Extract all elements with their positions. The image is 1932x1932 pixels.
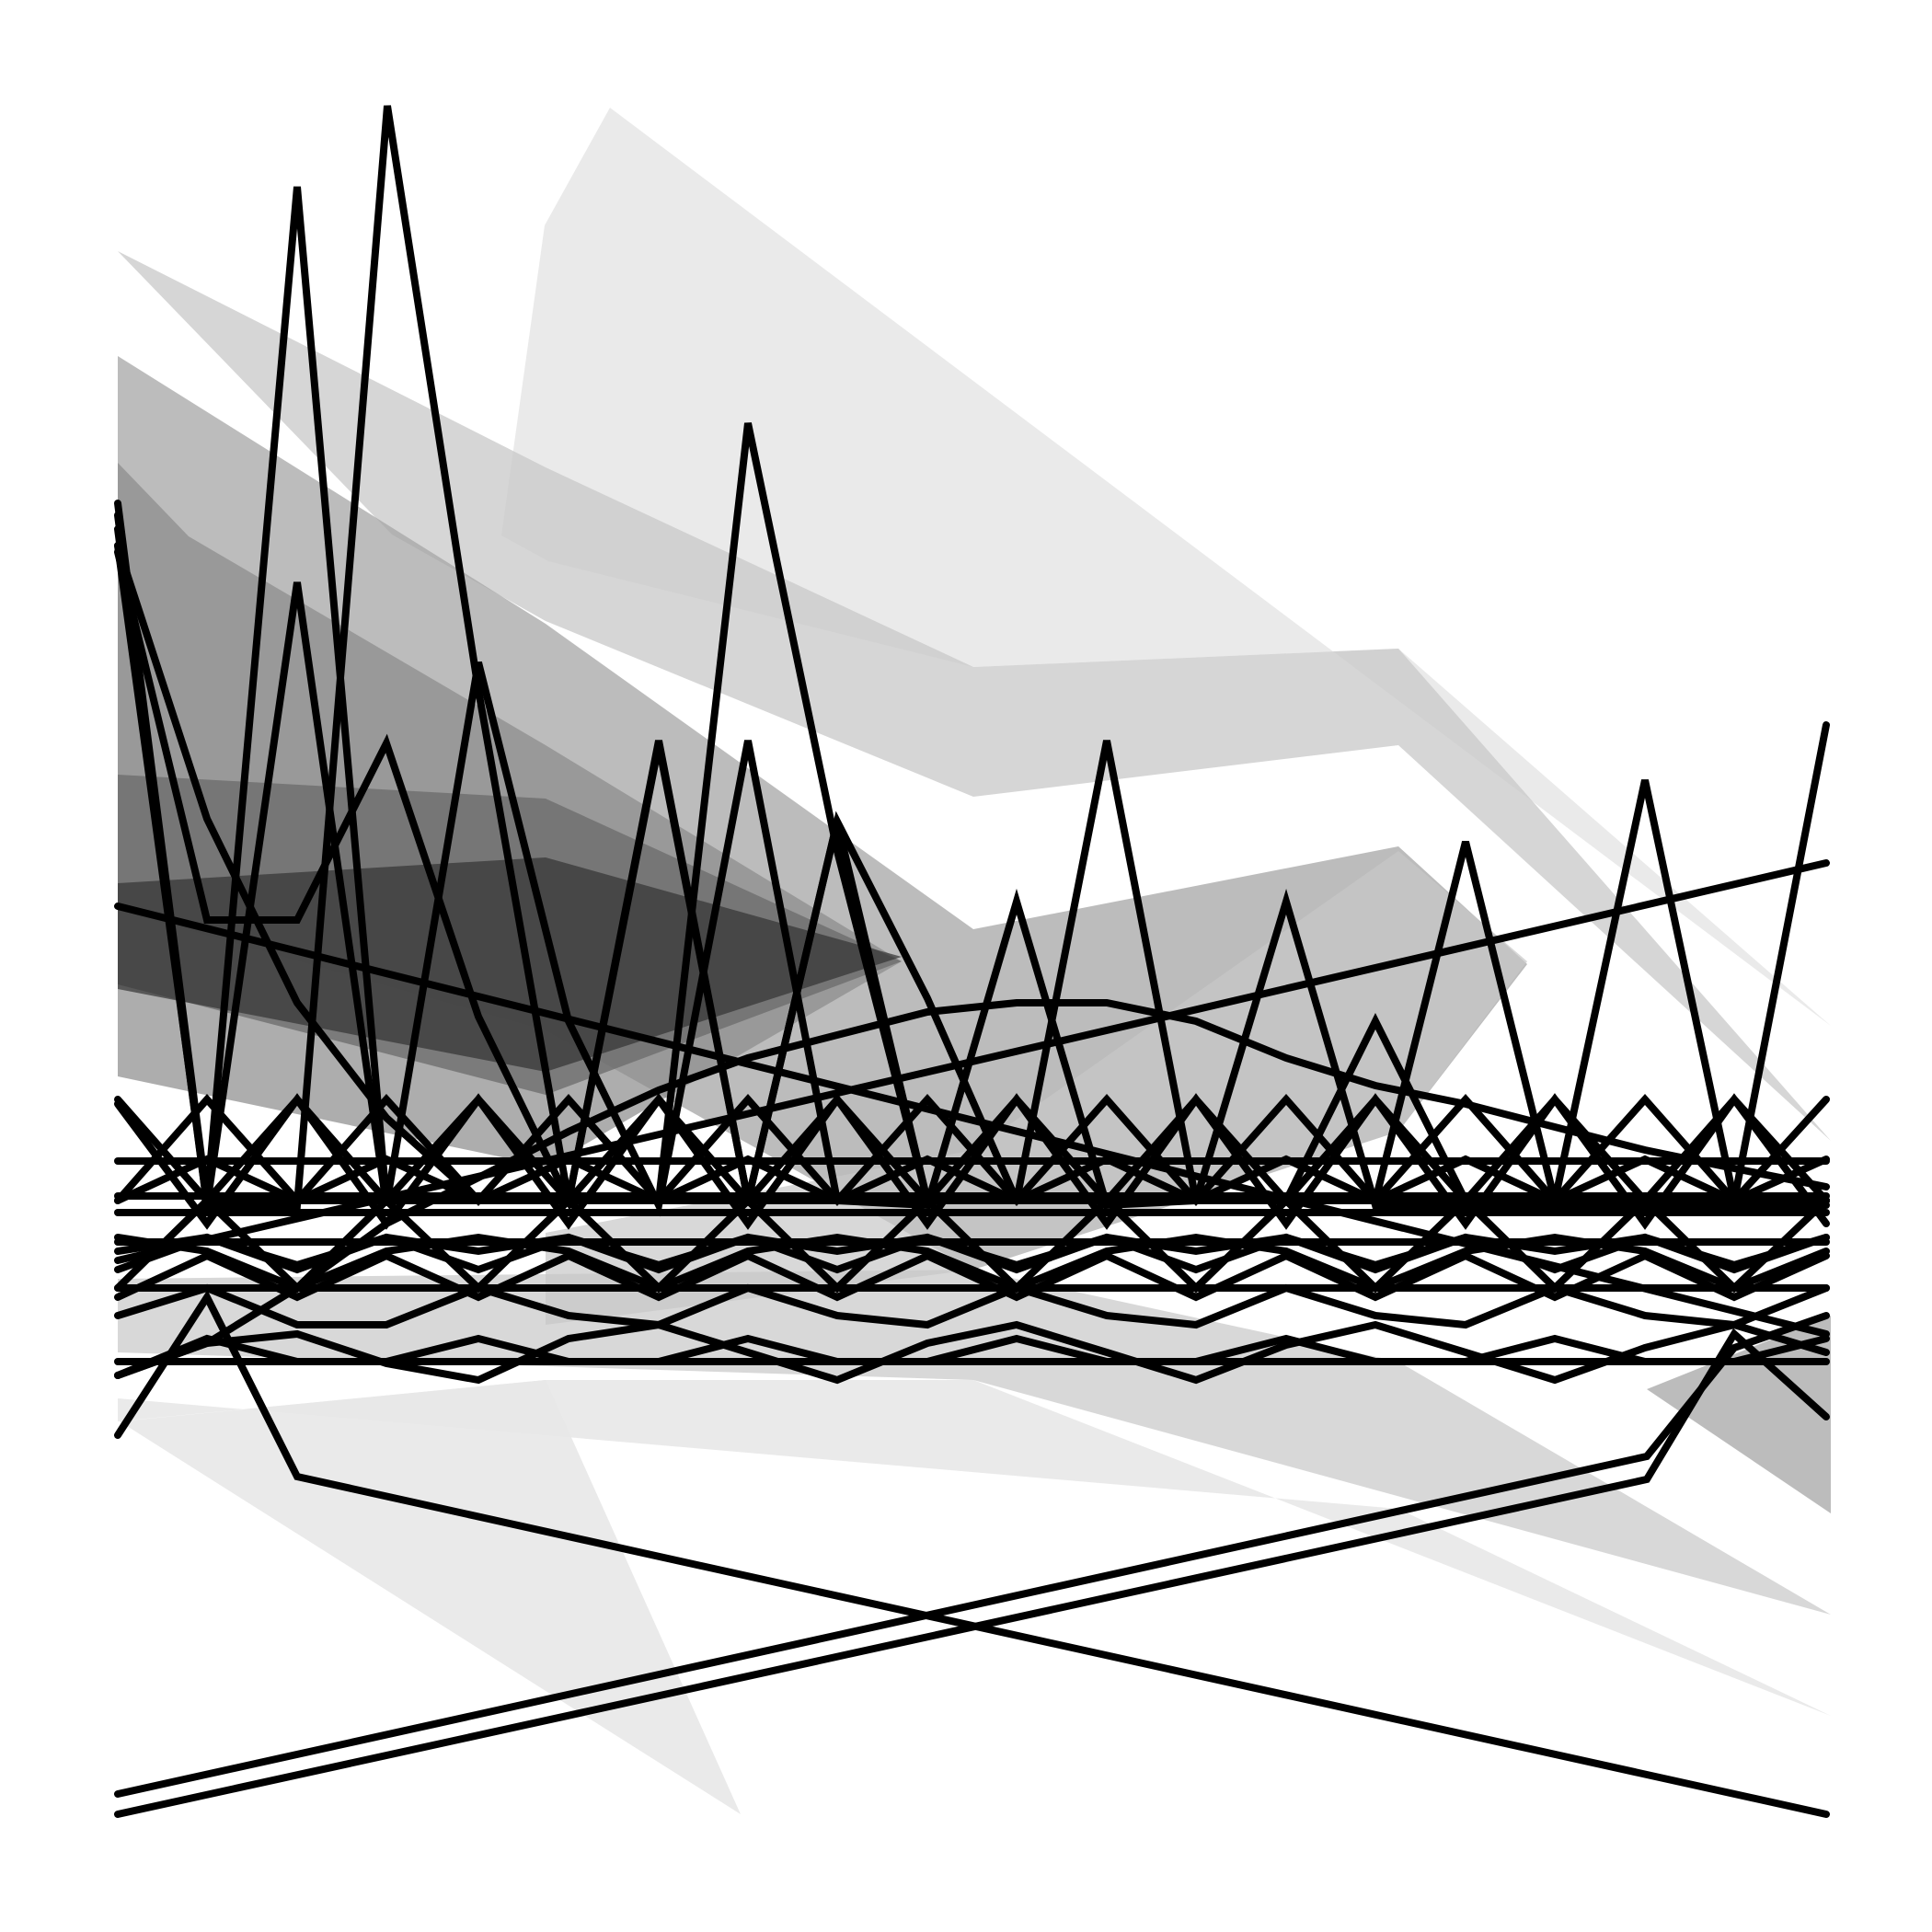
zigzag-line <box>114 1283 1830 1329</box>
mid-shape <box>546 851 1527 1325</box>
light-shape <box>120 1380 741 1814</box>
line-layer <box>114 105 1830 1818</box>
diagonal-line <box>114 1289 1830 1818</box>
zigzag-line <box>114 1320 1830 1385</box>
zigzag-line <box>114 999 1830 1379</box>
diagonal-line <box>114 903 1830 1338</box>
light-shape <box>118 1380 1831 1716</box>
zigzag-line <box>114 1334 1830 1379</box>
zigzag-line <box>114 1093 1830 1207</box>
diagonal-line <box>114 859 1830 1264</box>
light-shape <box>118 251 1831 1141</box>
diagonal-line <box>114 1328 1830 1818</box>
light-shape <box>501 108 1831 1026</box>
gray-shapes-layer <box>118 108 1831 1814</box>
